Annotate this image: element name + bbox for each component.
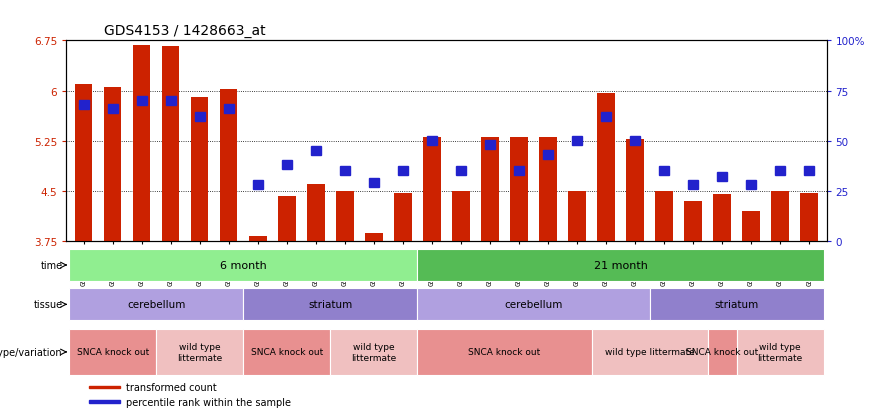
Bar [79,101,88,110]
Text: 21 month: 21 month [593,260,647,271]
Bar [104,88,121,242]
Bar [481,138,499,242]
Bar [69,249,417,281]
Bar [484,141,495,150]
Bar [650,289,824,320]
Bar [514,167,524,176]
Bar [417,249,824,281]
Bar [365,234,383,242]
Bar [688,181,698,190]
Bar [743,211,760,242]
Bar [165,97,176,106]
Text: SNCA knock out: SNCA knock out [469,348,541,356]
Bar [568,192,586,242]
Bar [191,98,209,242]
Bar [331,329,417,375]
Bar [69,289,243,320]
Bar [630,137,640,146]
Bar [282,161,292,170]
Bar [108,105,118,114]
Text: striatum: striatum [309,299,353,310]
Bar [772,192,789,242]
Bar [156,329,243,375]
Text: transformed count: transformed count [126,382,217,392]
Text: striatum: striatum [714,299,758,310]
Bar [539,138,557,242]
Bar [713,195,731,242]
Bar [591,329,707,375]
Text: wild type
littermate: wild type littermate [177,342,223,362]
Bar [601,113,611,122]
Text: SNCA knock out: SNCA knock out [686,348,758,356]
Bar [162,47,179,242]
Bar [243,289,417,320]
Bar [804,167,814,176]
Bar [655,192,673,242]
Bar [69,329,156,375]
Bar [453,192,469,242]
Bar [75,85,93,242]
Bar [194,113,205,122]
Bar [707,329,736,375]
Bar [775,167,785,176]
Bar [417,329,591,375]
Bar [278,197,295,242]
Bar [456,167,466,176]
Bar [736,329,824,375]
Bar [89,386,119,388]
Bar [224,105,234,114]
Bar [249,236,266,242]
Text: SNCA knock out: SNCA knock out [77,348,149,356]
Bar [89,401,119,403]
Bar [243,329,331,375]
Bar [137,97,147,106]
Text: genotype/variation: genotype/variation [0,347,63,357]
Text: 6 month: 6 month [220,260,267,271]
Bar [398,167,408,176]
Bar [339,167,350,176]
Text: wild type
littermate: wild type littermate [758,342,803,362]
Text: time: time [41,260,63,271]
Bar [307,185,324,242]
Bar [311,147,321,156]
Text: wild type littermate: wild type littermate [605,348,695,356]
Bar [543,151,553,160]
Bar [220,89,238,242]
Text: cerebellum: cerebellum [127,299,186,310]
Bar [417,289,650,320]
Bar [684,202,702,242]
Bar [717,173,728,182]
Bar [369,179,379,188]
Bar [800,194,818,242]
Bar [627,140,644,242]
Text: percentile rank within the sample: percentile rank within the sample [126,396,291,407]
Bar [427,137,437,146]
Text: SNCA knock out: SNCA knock out [251,348,323,356]
Bar [133,46,150,242]
Bar [253,181,263,190]
Text: tissue: tissue [34,299,63,310]
Bar [336,192,354,242]
Bar [572,137,582,146]
Bar [423,138,440,242]
Bar [510,138,528,242]
Text: cerebellum: cerebellum [504,299,562,310]
Text: wild type
littermate: wild type littermate [351,342,397,362]
Bar [659,167,669,176]
Bar [746,181,756,190]
Bar [598,93,614,242]
Text: GDS4153 / 1428663_at: GDS4153 / 1428663_at [104,24,266,38]
Bar [394,194,412,242]
